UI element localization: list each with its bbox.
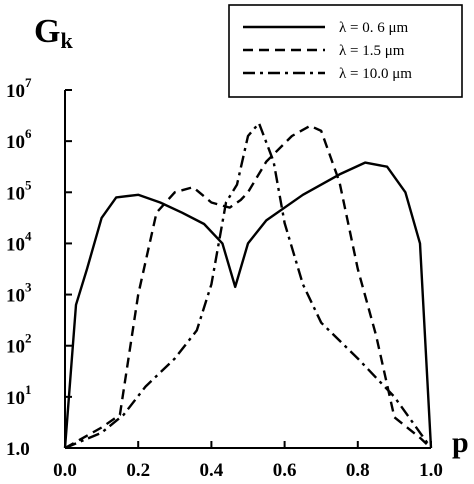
legend-label-1: λ = 1.5 μm xyxy=(339,43,405,59)
chart-title-subscript: k xyxy=(60,28,73,53)
x-axis-label: p xyxy=(452,426,469,459)
y-tick-label-7: 107 xyxy=(6,75,32,102)
x-tick-label-3: 0.6 xyxy=(273,460,297,481)
y-tick-label-2: 102 xyxy=(6,331,32,358)
plot-area xyxy=(63,121,433,450)
y-tick-label-4: 104 xyxy=(6,228,32,255)
axes xyxy=(64,90,431,449)
series-line-2 xyxy=(64,121,432,450)
tick-marks xyxy=(64,89,432,449)
x-tick-label-4: 0.8 xyxy=(346,460,370,481)
chart-title-main: G xyxy=(34,13,60,50)
y-tick-label-3: 103 xyxy=(6,280,32,307)
y-tick-label-0: 1.0 xyxy=(6,439,30,460)
legend-label-0: λ = 0. 6 μm xyxy=(339,20,409,36)
series-line-0 xyxy=(63,161,433,449)
y-tick-label-1: 101 xyxy=(6,382,32,409)
y-tick-label-6: 106 xyxy=(6,126,32,153)
series-line-1 xyxy=(64,124,432,450)
y-tick-label-5: 105 xyxy=(6,177,32,204)
x-tick-label-0: 0.0 xyxy=(53,460,77,481)
x-tick-label-2: 0.4 xyxy=(200,460,224,481)
legend-label-2: λ = 10.0 μm xyxy=(339,66,412,82)
x-tick-label-1: 0.2 xyxy=(126,460,150,481)
chart-title: Gk xyxy=(34,13,73,53)
x-tick-label-5: 1.0 xyxy=(419,460,443,481)
legend: λ = 0. 6 μm λ = 1.5 μm λ = 10.0 μm xyxy=(228,4,463,98)
tick-labels: 0.0 0.2 0.4 0.6 0.8 1.0 1.0 101 102 103 104 105 106 1… xyxy=(6,75,443,481)
